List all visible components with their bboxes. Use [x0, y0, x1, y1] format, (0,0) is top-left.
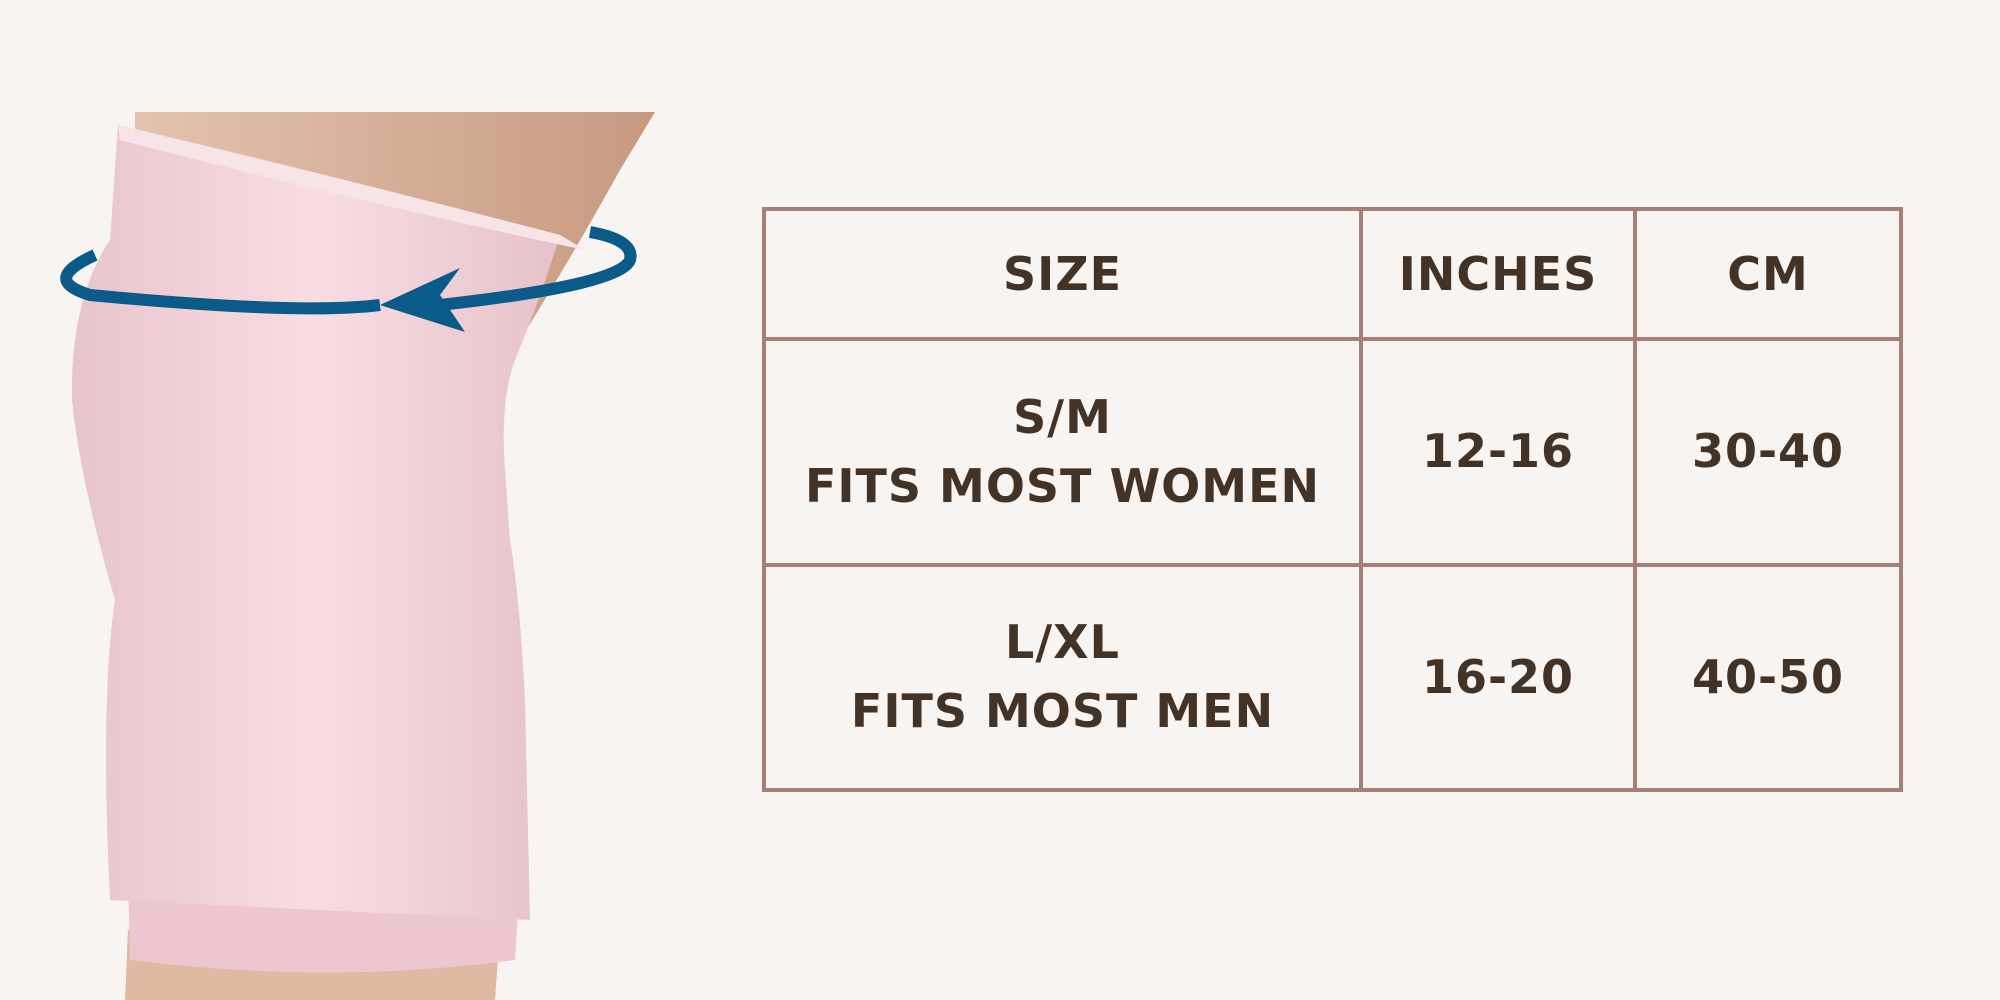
- fit-label: FITS MOST WOMEN: [804, 458, 1320, 513]
- size-chart-table: SIZE INCHES CM S/M FITS MOST WOMEN 12-16 …: [762, 207, 1903, 792]
- header-cm: CM: [1633, 207, 1903, 341]
- size-label: S/M: [1013, 389, 1112, 444]
- sleeve-top-edge: [118, 125, 585, 250]
- header-size: SIZE: [762, 207, 1363, 341]
- size-cell: L/XL FITS MOST MEN: [762, 562, 1363, 792]
- sleeve-body: [71, 125, 561, 920]
- table-header-row: SIZE INCHES CM: [762, 207, 1903, 341]
- header-inches: INCHES: [1359, 207, 1637, 341]
- table-row: L/XL FITS MOST MEN 16-20 40-50: [762, 562, 1903, 792]
- circumference-arrow-icon: [60, 226, 637, 332]
- fit-label: FITS MOST MEN: [850, 684, 1275, 739]
- cm-cell: 40-50: [1633, 562, 1903, 792]
- cm-cell: 30-40: [1633, 337, 1903, 567]
- size-label: L/XL: [1005, 615, 1120, 670]
- size-cell: S/M FITS MOST WOMEN: [762, 337, 1363, 567]
- knee-sleeve-illustration: [60, 112, 655, 1000]
- inches-cell: 12-16: [1359, 337, 1637, 567]
- table-row: S/M FITS MOST WOMEN 12-16 30-40: [762, 337, 1903, 567]
- inches-cell: 16-20: [1359, 562, 1637, 792]
